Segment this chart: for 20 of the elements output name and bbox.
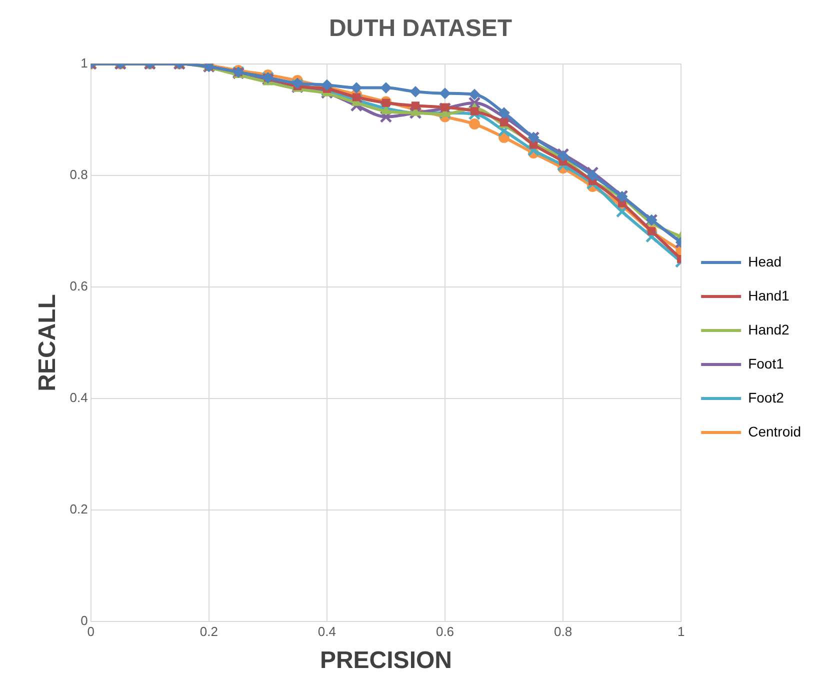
y-tick-label: 1: [80, 55, 88, 70]
legend-label: Head: [748, 253, 782, 270]
y-tick-label: 0.4: [70, 390, 88, 406]
x-tick-label: 0.2: [200, 624, 218, 639]
legend-label: Centroid: [748, 423, 802, 440]
y-tick-label: 0: [80, 613, 88, 628]
x-tick-label: 0.8: [554, 624, 572, 639]
y-tick-label: 0.2: [70, 502, 88, 517]
x-tick-label: 0.4: [318, 624, 336, 639]
legend-label: Hand1: [748, 287, 790, 304]
y-tick-label: 0.6: [70, 278, 88, 294]
y-tick-label: 0.8: [70, 166, 88, 182]
legend-label: Hand2: [748, 321, 790, 338]
legend-label: Foot2: [748, 389, 784, 406]
chart-title: DUTH DATASET: [328, 15, 512, 42]
legend-label: Foot1: [748, 355, 784, 372]
x-tick-label: 0.6: [436, 624, 454, 639]
x-tick-label: 1: [677, 624, 685, 639]
y-axis-title: RECALL: [34, 294, 62, 392]
x-axis-title: PRECISION: [320, 647, 452, 674]
